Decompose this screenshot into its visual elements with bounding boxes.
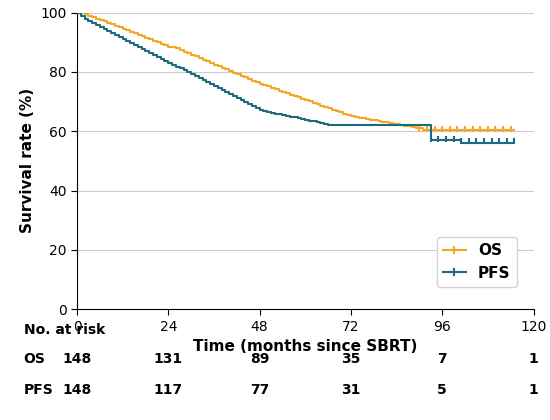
Text: 35: 35 [341, 352, 361, 366]
Text: 31: 31 [341, 383, 361, 397]
Y-axis label: Survival rate (%): Survival rate (%) [20, 88, 35, 234]
Text: 117: 117 [154, 383, 183, 397]
X-axis label: Time (months since SBRT): Time (months since SBRT) [193, 339, 417, 354]
Text: 131: 131 [154, 352, 183, 366]
Text: 7: 7 [437, 352, 447, 366]
Text: 77: 77 [250, 383, 270, 397]
Text: 148: 148 [62, 383, 92, 397]
Legend: OS, PFS: OS, PFS [437, 237, 517, 287]
Text: No. at risk: No. at risk [24, 323, 105, 336]
Text: PFS: PFS [24, 383, 53, 397]
Text: 148: 148 [62, 352, 92, 366]
Text: OS: OS [24, 352, 46, 366]
Text: 5: 5 [437, 383, 447, 397]
Text: 89: 89 [250, 352, 270, 366]
Text: 1: 1 [529, 352, 538, 366]
Text: 1: 1 [529, 383, 538, 397]
